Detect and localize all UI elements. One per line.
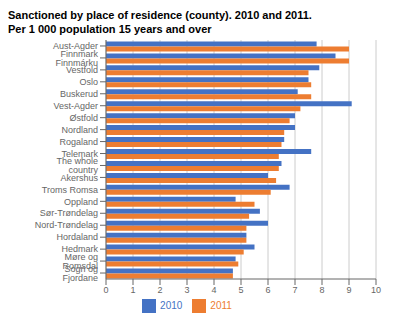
- svg-text:7: 7: [292, 285, 297, 295]
- svg-text:9: 9: [346, 285, 351, 295]
- svg-text:Oslo: Oslo: [79, 77, 98, 87]
- svg-text:Vest-Agder: Vest-Agder: [53, 101, 98, 111]
- svg-text:5: 5: [238, 285, 243, 295]
- svg-text:1: 1: [130, 285, 135, 295]
- svg-text:4: 4: [211, 285, 216, 295]
- svg-text:Hordaland: Hordaland: [56, 232, 98, 242]
- svg-text:Vestfold: Vestfold: [66, 65, 98, 75]
- svg-text:Troms Romsa: Troms Romsa: [42, 185, 98, 195]
- svg-text:3: 3: [184, 285, 189, 295]
- svg-text:Oppland: Oppland: [64, 197, 98, 207]
- svg-text:Sør-Trøndelag: Sør-Trøndelag: [40, 208, 98, 218]
- svg-text:10: 10: [371, 285, 381, 295]
- svg-text:Østfold: Østfold: [69, 113, 98, 123]
- svg-text:Rogaland: Rogaland: [59, 137, 98, 147]
- svg-text:Nord-Trøndelag: Nord-Trøndelag: [35, 220, 98, 230]
- svg-text:Nordland: Nordland: [61, 125, 98, 135]
- svg-text:Buskerud: Buskerud: [60, 89, 98, 99]
- svg-text:2: 2: [157, 285, 162, 295]
- svg-text:Sogn ogFjordane: Sogn ogFjordane: [62, 264, 98, 283]
- svg-text:8: 8: [319, 285, 324, 295]
- svg-text:0: 0: [103, 285, 108, 295]
- svg-text:6: 6: [265, 285, 270, 295]
- svg-text:Akershus: Akershus: [60, 173, 98, 183]
